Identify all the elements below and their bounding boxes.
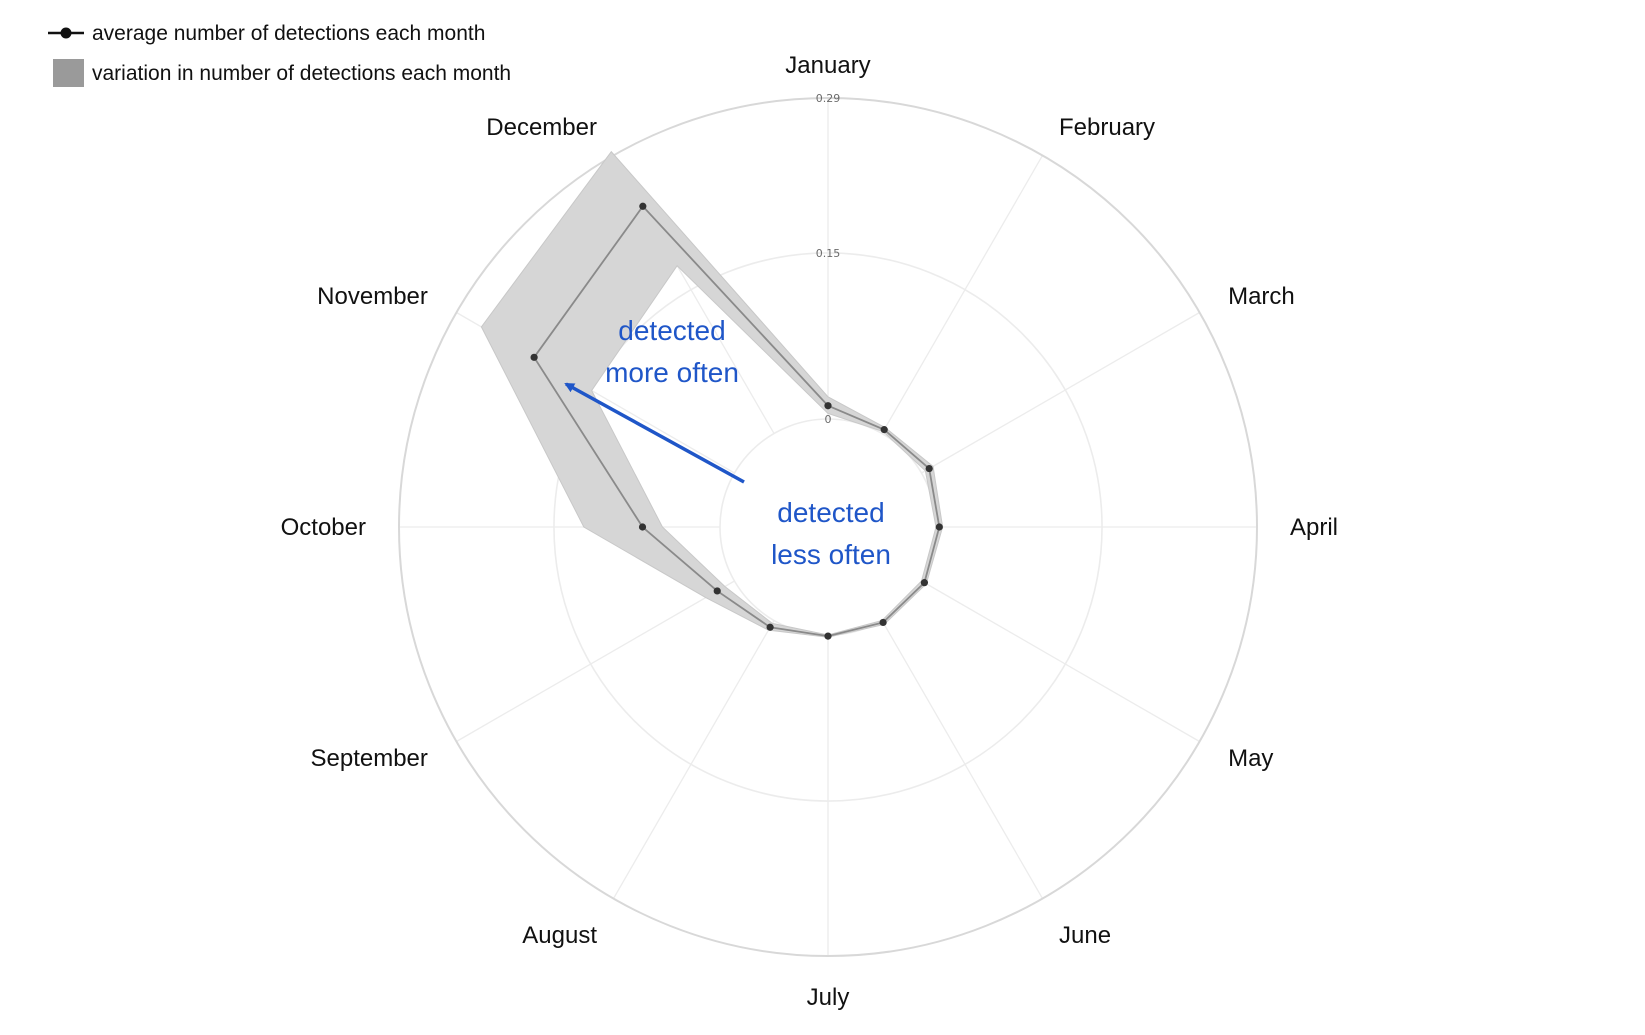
spoke-august xyxy=(612,620,775,899)
annotations: detected more often detected less often xyxy=(564,315,891,570)
tick-label-2: 0.29 xyxy=(816,92,841,105)
month-label-august: August xyxy=(522,922,597,949)
outer-ring xyxy=(398,97,1258,957)
spoke-september xyxy=(456,580,735,743)
average-point-february xyxy=(880,426,888,434)
average-point-may xyxy=(920,579,929,587)
average-point-october xyxy=(638,523,647,531)
average-point-june xyxy=(879,618,887,627)
month-label-july: July xyxy=(807,984,850,1011)
average-point-january xyxy=(824,402,832,410)
annotation-less-line1: detected xyxy=(777,497,884,528)
annotation-more-line1: detected xyxy=(618,315,725,346)
month-label-october: October xyxy=(281,514,366,541)
month-label-march: March xyxy=(1228,283,1295,310)
average-point-december xyxy=(639,202,647,210)
grid-ring xyxy=(553,252,1103,802)
legend-mean-point-swatch xyxy=(60,27,72,39)
spoke-may xyxy=(921,580,1200,743)
month-label-february: February xyxy=(1059,114,1155,141)
legend-range-label: variation in number of detections each m… xyxy=(92,62,511,85)
annotation-less-line2: less often xyxy=(771,539,891,570)
average-point-july xyxy=(824,632,832,640)
month-labels: January February March April May June July Augu… xyxy=(281,52,1338,1011)
tick-label-0: 0 xyxy=(825,413,832,426)
month-label-december: December xyxy=(486,114,597,141)
annotation-more-line2: more often xyxy=(605,357,739,388)
spoke-march xyxy=(921,311,1200,474)
month-label-may: May xyxy=(1228,745,1273,772)
tick-label-1: 0.15 xyxy=(816,247,841,260)
spoke-february xyxy=(881,155,1044,434)
average-series xyxy=(530,202,943,640)
month-label-november: November xyxy=(317,283,428,310)
legend-range-swatch xyxy=(53,59,84,87)
month-label-june: June xyxy=(1059,922,1111,949)
average-point-august xyxy=(766,623,774,631)
average-point-september xyxy=(713,587,721,595)
month-label-january: January xyxy=(785,52,870,79)
average-point-november xyxy=(530,353,538,361)
radial-tick-labels: 0 0.15 0.29 xyxy=(816,92,841,426)
month-label-september: September xyxy=(310,745,427,772)
legend: average number of detections each month … xyxy=(48,22,511,87)
spoke-june xyxy=(881,620,1044,899)
average-point-march xyxy=(925,464,933,473)
legend-mean-label: average number of detections each month xyxy=(92,22,485,45)
average-point-april xyxy=(935,523,943,531)
month-label-april: April xyxy=(1290,514,1338,541)
annotation-arrow xyxy=(564,382,745,484)
